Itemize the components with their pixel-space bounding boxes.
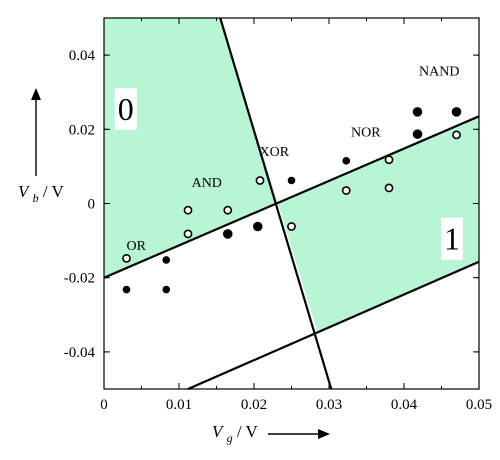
filled-point: [122, 285, 131, 294]
ticks-layer: 0 0.01 0.02 0.03 0.04 0.05 -0.04 -0.02 0 0.02 0.04: [64, 18, 492, 413]
boundary-line-2: [219, 17, 333, 390]
annotations-layer: OR AND XOR NOR NAND 0 1: [114, 65, 463, 260]
y-tick-label: -0.02: [64, 271, 95, 287]
open-point: [452, 130, 461, 140]
x-axis-label-sub: g: [227, 431, 233, 445]
svg-text:V g / V: V g / V: [212, 422, 259, 446]
filled-point: [412, 107, 423, 117]
boundary-line-1: [103, 115, 480, 279]
filled-point: [162, 256, 171, 264]
x-tick-label: 0.04: [391, 397, 418, 413]
open-point: [183, 229, 193, 239]
open-point: [384, 155, 394, 165]
points-layer: [122, 107, 462, 294]
open-point: [341, 186, 351, 195]
x-axis-label-unit: / V: [237, 422, 259, 441]
boundary-lines-layer: [103, 17, 480, 391]
gate-label-xor: XOR: [259, 145, 289, 160]
open-point: [183, 205, 193, 215]
gate-label-and: AND: [192, 176, 222, 191]
filled-point: [451, 107, 462, 117]
region-label-box: [114, 87, 137, 130]
x-axis-label-main: V: [212, 422, 225, 441]
y-axis-label-unit: / V: [43, 182, 65, 201]
filled-point: [287, 176, 296, 185]
svg-text:V b / V: V b / V: [18, 182, 65, 206]
region-1: [278, 116, 479, 334]
region-0: [104, 18, 278, 278]
gate-label-or: OR: [127, 239, 147, 254]
y-tick-label: 0.02: [69, 122, 95, 138]
region-label-1: 1: [444, 221, 460, 257]
filled-point: [222, 229, 233, 239]
open-point: [223, 205, 233, 215]
x-tick-label: 0.05: [466, 397, 492, 413]
gate-label-nor: NOR: [351, 126, 381, 141]
region-label-box: [441, 217, 463, 260]
open-point: [255, 176, 265, 185]
regions-layer: [104, 18, 479, 334]
y-axis-label-sub: b: [33, 191, 39, 205]
filled-point: [342, 157, 351, 165]
y-axis-title: V b / V: [18, 88, 65, 206]
y-tick-label: 0.04: [69, 48, 96, 64]
x-axis-title: V g / V: [212, 422, 330, 446]
y-axis-arrow-head: [31, 88, 41, 100]
x-tick-label: 0.03: [316, 397, 342, 413]
y-tick-label: -0.04: [64, 345, 96, 361]
filled-point: [162, 285, 171, 294]
x-tick-label: 0: [100, 397, 108, 413]
open-point: [384, 183, 394, 193]
x-axis-arrow-head: [318, 429, 330, 439]
boundary-line-3: [187, 260, 480, 391]
region-label-0: 0: [118, 91, 134, 127]
open-point: [122, 254, 131, 263]
x-tick-label: 0.02: [241, 397, 267, 413]
filled-point: [252, 221, 263, 232]
y-axis-label-main: V: [18, 182, 31, 201]
y-tick-label: 0: [88, 197, 96, 213]
x-tick-label: 0.01: [166, 397, 192, 413]
open-point: [287, 222, 296, 231]
gate-label-nand: NAND: [419, 65, 459, 80]
filled-point: [412, 129, 423, 139]
